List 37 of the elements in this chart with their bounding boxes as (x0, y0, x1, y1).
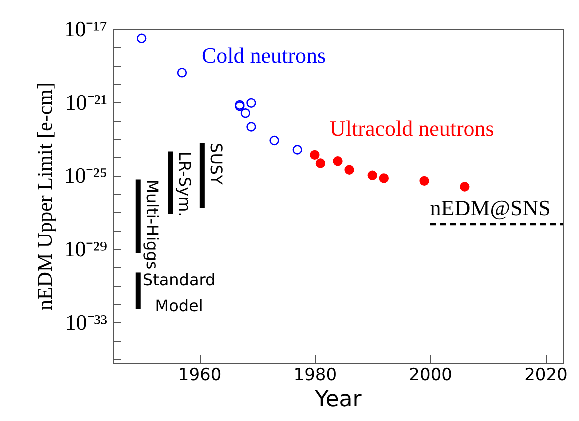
bar (200, 143, 205, 209)
y-axis-title: nEDM Upper Limit [e-cm] (33, 82, 58, 311)
x-tick-label: 1960 (178, 366, 222, 386)
bar (168, 152, 174, 214)
point (344, 165, 354, 175)
text: SUSY (207, 143, 226, 186)
series-label: Cold neutrons (202, 43, 326, 68)
text: Multi-Higgs (143, 180, 162, 270)
point (316, 158, 326, 168)
point (368, 170, 378, 180)
x-axis-title: Year (314, 388, 363, 412)
series-label: Ultracold neutrons (330, 116, 494, 141)
x-tick-label: 2020 (524, 366, 568, 386)
point (379, 174, 389, 184)
point (310, 150, 320, 160)
point (420, 176, 430, 186)
point (246, 98, 256, 108)
x-tick-label: 2000 (409, 366, 452, 386)
x-tick-label: 1980 (294, 366, 338, 386)
point (246, 122, 256, 132)
point (333, 156, 343, 166)
point (177, 68, 188, 78)
y-tick-label: 10⁻²⁹ (64, 236, 108, 262)
bar (136, 180, 141, 254)
y-tick-label: 10⁻²⁵ (64, 163, 108, 188)
point (137, 34, 147, 44)
y-tick-label: 10⁻³³ (65, 310, 108, 335)
text: LR-Sym. (175, 152, 194, 218)
y-tick-label: 10⁻²¹ (65, 90, 108, 115)
series-label: Standard Model (142, 270, 216, 316)
point (292, 145, 302, 155)
series-label: nEDM@SNS (430, 195, 551, 220)
y-tick-label: 10⁻¹⁷ (64, 16, 108, 42)
point (270, 136, 280, 146)
point (460, 182, 470, 192)
point (240, 108, 251, 118)
bar (136, 272, 141, 310)
